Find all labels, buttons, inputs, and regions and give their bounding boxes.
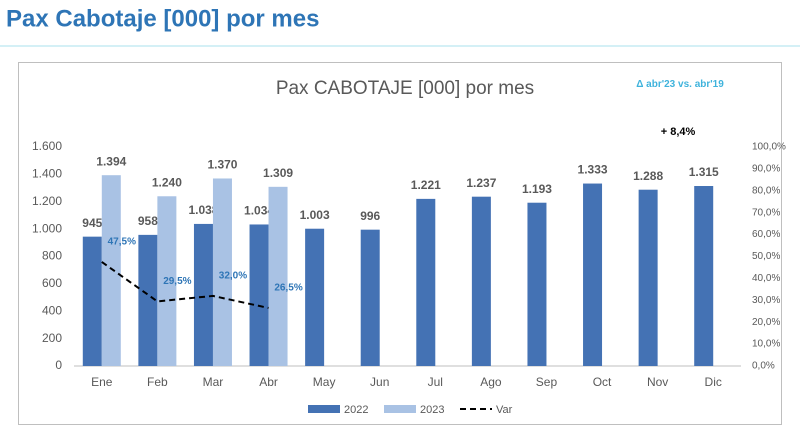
y2-tick-label: 60,0% xyxy=(752,229,780,240)
x-tick-label: May xyxy=(313,375,336,389)
y2-tick-label: 40,0% xyxy=(752,273,780,284)
y2-tick-label: 20,0% xyxy=(752,317,780,328)
y2-tick-label: 90,0% xyxy=(752,164,780,175)
y-tick-label: 1.400 xyxy=(32,167,62,181)
bar xyxy=(249,224,269,366)
data-label: 29,5% xyxy=(163,276,191,287)
bar xyxy=(527,202,547,366)
x-tick-label: Ene xyxy=(91,375,113,389)
y-tick-label: 1.600 xyxy=(32,139,62,153)
bar xyxy=(360,229,380,366)
x-tick-label: Oct xyxy=(593,375,612,389)
annotation-value: + 8,4% xyxy=(661,126,696,138)
x-tick-label: Ago xyxy=(480,375,502,389)
chart-title: Pax CABOTAJE [000] por mes xyxy=(276,78,534,99)
x-tick-label: Nov xyxy=(647,375,668,389)
x-tick-label: Dic xyxy=(705,375,722,389)
y-tick-label: 1.200 xyxy=(32,194,62,208)
data-label: 1.333 xyxy=(578,163,608,177)
bar xyxy=(212,178,232,366)
data-label: 1.394 xyxy=(96,154,126,168)
bar xyxy=(471,196,491,366)
bar xyxy=(305,228,325,366)
legend-label: Var xyxy=(496,404,513,416)
data-label: 1.370 xyxy=(207,158,237,172)
x-tick-label: Jul xyxy=(428,375,443,389)
y-tick-label: 200 xyxy=(42,331,62,345)
x-tick-label: Mar xyxy=(203,375,224,389)
y-tick-label: 0 xyxy=(55,358,62,372)
y2-tick-label: 100,0% xyxy=(752,142,786,153)
data-label: 1.038 xyxy=(188,203,218,217)
data-label: 1.193 xyxy=(522,182,552,196)
bar xyxy=(101,175,121,366)
data-label: 26,5% xyxy=(274,283,302,294)
legend-swatch xyxy=(384,405,416,413)
legend-label: 2023 xyxy=(420,404,444,416)
bar xyxy=(268,186,288,366)
data-label: 945 xyxy=(82,216,102,230)
x-tick-label: Jun xyxy=(370,375,389,389)
bar xyxy=(694,186,714,366)
y2-tick-label: 70,0% xyxy=(752,207,780,218)
y-tick-label: 800 xyxy=(42,249,62,263)
annotation: Δ abr'23 vs. abr'19 xyxy=(636,79,724,90)
line xyxy=(101,261,269,309)
bar xyxy=(193,223,213,366)
y2-tick-label: 50,0% xyxy=(752,251,780,262)
y-tick-label: 600 xyxy=(42,276,62,290)
data-label: 47,5% xyxy=(108,237,136,248)
x-tick-label: Sep xyxy=(536,375,558,389)
data-label: 1.237 xyxy=(466,176,496,190)
x-tick-label: Abr xyxy=(259,375,278,389)
y2-tick-label: 30,0% xyxy=(752,295,780,306)
y-tick-label: 1.000 xyxy=(32,221,62,235)
data-label: 1.288 xyxy=(633,169,663,183)
bar xyxy=(638,189,658,366)
page-title: Pax Cabotaje [000] por mes xyxy=(6,5,319,32)
data-label: 996 xyxy=(360,209,380,223)
data-label: 1.003 xyxy=(300,208,330,222)
data-label: 958 xyxy=(138,214,158,228)
bar xyxy=(416,198,436,366)
annotation-box: Δ abr'23 vs. abr'19 xyxy=(636,79,724,90)
y2-tick-label: 80,0% xyxy=(752,185,780,196)
data-label: 32,0% xyxy=(219,271,247,282)
y-tick-label: 400 xyxy=(42,303,62,317)
y2-tick-label: 10,0% xyxy=(752,339,780,350)
data-label: 1.240 xyxy=(152,175,182,189)
y2-tick-label: 0,0% xyxy=(752,361,775,372)
x-tick-label: Feb xyxy=(147,375,168,389)
bar xyxy=(583,183,603,366)
legend-swatch xyxy=(308,405,340,413)
data-label: 1.309 xyxy=(263,166,293,180)
bar xyxy=(157,196,177,366)
bar xyxy=(82,236,102,366)
legend-label: 2022 xyxy=(344,404,368,416)
data-label: 1.221 xyxy=(411,178,441,192)
data-label: 1.315 xyxy=(689,165,719,179)
bar xyxy=(138,234,158,366)
data-label: 1.034 xyxy=(244,204,274,218)
